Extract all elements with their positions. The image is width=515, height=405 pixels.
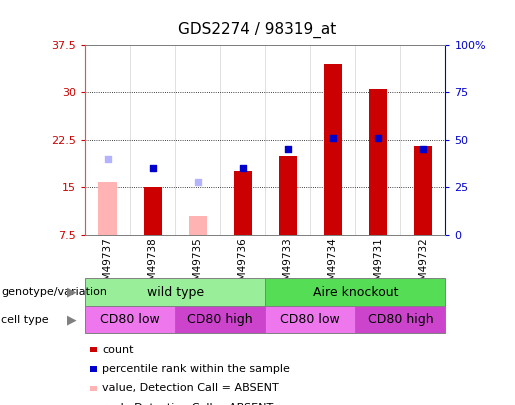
Point xyxy=(374,134,382,141)
Bar xyxy=(324,64,342,235)
Bar xyxy=(144,187,162,235)
Text: ▶: ▶ xyxy=(67,286,77,298)
Bar xyxy=(414,146,432,235)
Point xyxy=(104,156,112,162)
Text: Aire knockout: Aire knockout xyxy=(313,286,398,298)
Text: ▶: ▶ xyxy=(67,313,77,326)
Text: CD80 low: CD80 low xyxy=(100,313,160,326)
Bar xyxy=(98,182,116,235)
Text: wild type: wild type xyxy=(147,286,203,298)
Point xyxy=(284,146,292,153)
Text: count: count xyxy=(102,345,133,354)
Text: CD80 low: CD80 low xyxy=(280,313,340,326)
Text: genotype/variation: genotype/variation xyxy=(1,287,107,297)
Point xyxy=(329,134,337,141)
Point xyxy=(419,146,427,153)
Text: value, Detection Call = ABSENT: value, Detection Call = ABSENT xyxy=(102,384,279,393)
Bar xyxy=(369,89,387,235)
Text: CD80 high: CD80 high xyxy=(368,313,433,326)
Point xyxy=(194,179,202,185)
Text: rank, Detection Call = ABSENT: rank, Detection Call = ABSENT xyxy=(102,403,273,405)
Bar xyxy=(234,171,252,235)
Text: GDS2274 / 98319_at: GDS2274 / 98319_at xyxy=(178,22,337,38)
Text: cell type: cell type xyxy=(1,315,48,324)
Text: CD80 high: CD80 high xyxy=(187,313,253,326)
Point xyxy=(238,165,247,172)
Bar xyxy=(188,216,207,235)
Point xyxy=(148,165,157,172)
Bar xyxy=(279,156,297,235)
Text: percentile rank within the sample: percentile rank within the sample xyxy=(102,364,290,374)
